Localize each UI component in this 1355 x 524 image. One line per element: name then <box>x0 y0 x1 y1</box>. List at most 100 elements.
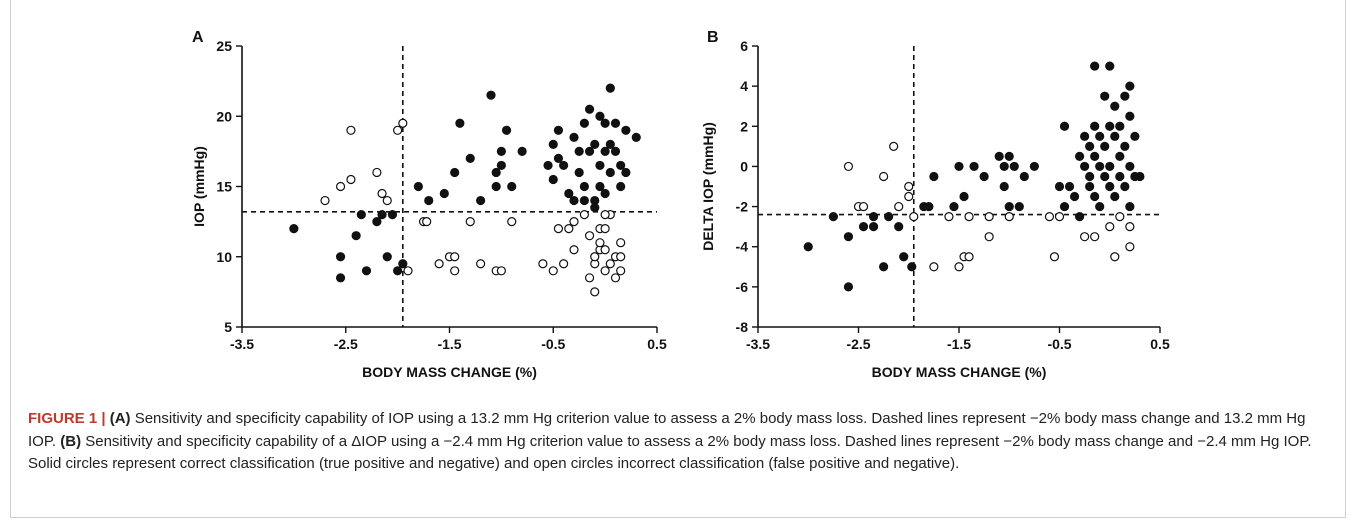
data-point-filled <box>1125 81 1135 91</box>
data-point-filled <box>496 160 506 171</box>
data-point-filled <box>1085 181 1095 192</box>
x-tick-label: -3.5 <box>230 336 254 352</box>
data-point-open <box>616 252 626 262</box>
data-point-filled <box>600 118 610 128</box>
data-point-filled <box>1105 181 1115 192</box>
data-point-open <box>944 212 954 222</box>
data-point-open <box>984 232 994 242</box>
figure-caption: FIGURE 1 | (A) Sensitivity and specifici… <box>28 408 1328 476</box>
data-point-filled <box>361 266 372 276</box>
data-point-filled <box>590 202 600 213</box>
data-point-filled <box>1115 171 1125 182</box>
data-point-filled <box>828 212 838 222</box>
panel-b: B -8 -6 -4 -2 0 2 4 6 -3.5 -2.5 -1.5 -0.5 0.5 BODY MAS… <box>700 29 1170 380</box>
data-point-filled <box>621 125 631 135</box>
data-point-open <box>398 118 408 128</box>
data-point-filled <box>1090 151 1100 161</box>
data-point-filled <box>843 232 854 242</box>
data-point-filled <box>884 212 894 222</box>
data-point-open <box>496 266 506 276</box>
y-tick-label: 15 <box>216 179 232 195</box>
data-point-filled <box>289 224 299 234</box>
data-point-filled <box>1004 151 1014 161</box>
data-point-filled <box>616 181 626 192</box>
data-point-open <box>954 262 964 272</box>
data-point-open <box>579 210 589 220</box>
x-axis-label: BODY MASS CHANGE (%) <box>362 364 537 380</box>
data-point-filled <box>439 188 449 199</box>
data-point-open <box>1090 232 1100 242</box>
data-point-filled <box>1105 61 1115 71</box>
x-tick-label: -1.5 <box>437 336 461 352</box>
x-tick-label: -1.5 <box>947 336 971 352</box>
data-point-open <box>569 245 579 255</box>
data-point-filled <box>924 201 934 212</box>
data-point-filled <box>1085 141 1095 151</box>
data-point-open <box>569 217 579 227</box>
data-point-filled <box>1125 201 1135 212</box>
data-point-filled <box>1080 161 1090 172</box>
data-point-filled <box>501 125 512 135</box>
data-point-filled <box>979 171 989 182</box>
data-point-filled <box>382 252 392 262</box>
data-point-filled <box>595 160 605 171</box>
y-tick-label: 5 <box>224 319 232 335</box>
data-point-filled <box>1125 111 1135 121</box>
data-point-open <box>320 195 330 206</box>
data-point-open <box>538 259 548 269</box>
data-point-filled <box>1120 141 1130 151</box>
data-point-filled <box>631 132 641 142</box>
data-point-open <box>964 252 974 262</box>
data-point-filled <box>1110 131 1120 141</box>
data-point-open <box>904 191 914 202</box>
data-point-open <box>584 273 595 283</box>
y-axis-label: IOP (mmHg) <box>191 146 207 227</box>
data-point-filled <box>1115 151 1125 161</box>
data-point-filled <box>907 262 917 272</box>
data-point-filled <box>1059 201 1070 212</box>
data-point-open <box>605 259 615 269</box>
data-point-open <box>600 210 610 220</box>
data-point-filled <box>994 151 1004 161</box>
y-tick-label: 6 <box>740 38 748 54</box>
data-point-filled <box>543 160 553 171</box>
data-point-filled <box>899 252 909 262</box>
data-point-open <box>553 224 564 234</box>
data-point-filled <box>1095 201 1105 212</box>
data-point-open <box>1049 252 1060 262</box>
data-point-filled <box>894 222 904 232</box>
data-point-open <box>434 259 444 269</box>
data-point-filled <box>465 153 475 163</box>
data-point-filled <box>1135 171 1145 182</box>
data-point-filled <box>595 181 605 192</box>
data-point-open <box>858 201 869 212</box>
data-point-open <box>403 266 413 276</box>
data-point-filled <box>1095 131 1105 141</box>
data-point-filled <box>496 146 506 156</box>
y-tick-label: 4 <box>740 78 748 94</box>
data-point-filled <box>569 195 579 206</box>
data-point-filled <box>1059 121 1070 131</box>
data-point-open <box>1080 232 1090 242</box>
data-point-filled <box>610 146 621 156</box>
data-point-filled <box>1110 101 1120 111</box>
data-point-filled <box>605 167 615 178</box>
data-point-open <box>335 181 346 192</box>
data-point-open <box>964 212 974 222</box>
y-tick-label: 2 <box>740 118 748 134</box>
x-tick-label: -0.5 <box>541 336 565 352</box>
data-point-open <box>600 224 610 234</box>
data-point-open <box>600 266 610 276</box>
data-point-filled <box>579 118 589 128</box>
data-point-filled <box>372 217 382 227</box>
data-point-filled <box>843 282 854 292</box>
data-point-open <box>450 266 460 276</box>
data-point-open <box>600 245 610 255</box>
data-point-open <box>422 217 432 227</box>
data-point-filled <box>569 132 579 142</box>
data-point-filled <box>969 161 979 172</box>
x-tick-label: 0.5 <box>647 336 667 352</box>
data-point-filled <box>491 181 501 192</box>
data-point-filled <box>1125 161 1135 172</box>
